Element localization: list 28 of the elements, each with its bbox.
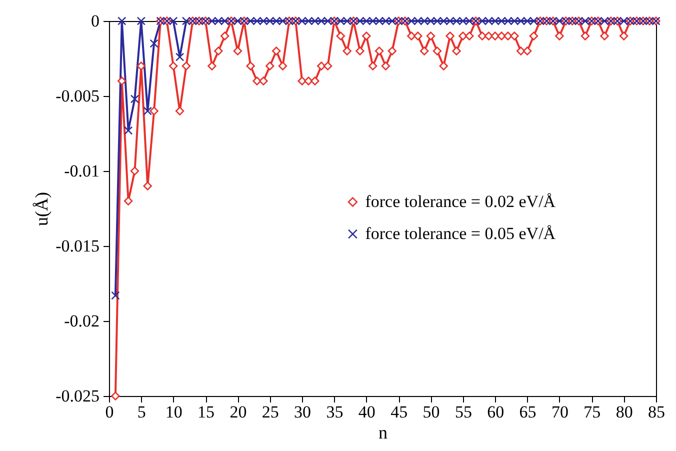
y-tick-label: -0.015 [56,236,100,256]
x-tick-label: 0 [105,402,114,422]
y-tick-label: 0 [91,12,100,30]
x-tick-label: 25 [262,402,279,422]
x-tick-label: 50 [422,402,440,422]
x-axis-title: n [378,422,388,442]
x-tick-label: 85 [648,402,665,422]
y-axis-title: u(Å) [32,192,52,226]
x-tick-label: 40 [358,402,376,422]
x-tick-label: 60 [487,402,504,422]
x-tick-label: 75 [584,402,601,422]
x-tick-label: 10 [165,402,182,422]
x-tick-label: 55 [454,402,472,422]
x-tick-label: 65 [519,402,536,422]
y-tick-label: -0.02 [64,312,100,330]
x-tick-label: 45 [390,402,408,422]
y-tick-label: -0.005 [56,86,100,106]
y-tick-label: -0.025 [56,386,100,406]
legend-label: force tolerance = 0.05 eV/Å [365,224,556,243]
x-tick-label: 15 [198,402,215,422]
x-tick-label: 20 [230,402,247,422]
x-tick-label: 70 [551,402,568,422]
legend-label: force tolerance = 0.02 eV/Å [365,192,556,211]
x-tick-label: 5 [137,402,146,422]
x-tick-label: 35 [326,402,344,422]
y-tick-label: -0.01 [64,162,100,180]
x-tick-label: 30 [294,402,312,422]
x-tick-label: 80 [616,402,633,422]
